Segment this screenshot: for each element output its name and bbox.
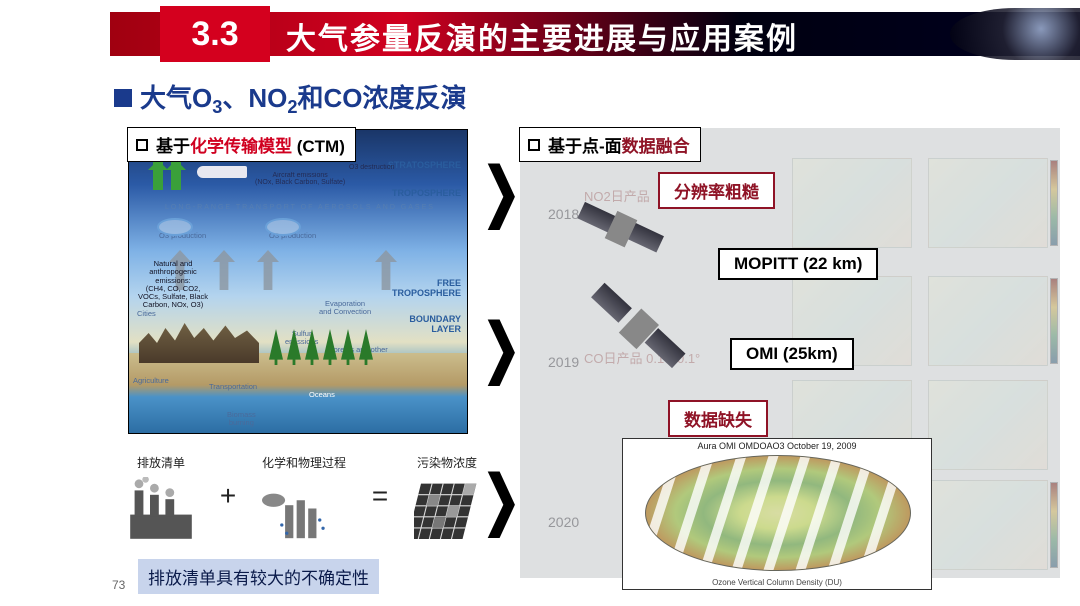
txt-biomass: Biomass burning — [227, 411, 256, 428]
left-panel: 基于化学传输模型 (CTM) STRATOSPHERE TROPOSPHERE … — [128, 128, 468, 434]
year-2019: 2019 — [548, 354, 579, 370]
page-number: 73 — [112, 578, 125, 592]
colorbar-icon — [1050, 482, 1058, 568]
box-mopitt: MOPITT (22 km) — [718, 248, 878, 280]
txt-cities: Cities — [137, 310, 156, 318]
trees-icon — [269, 325, 389, 365]
circ-icon — [265, 218, 301, 236]
chevron-right-icon: ❯ — [482, 153, 521, 229]
colorbar-icon — [1050, 278, 1058, 364]
layer-boundary: BOUNDARY LAYER — [409, 314, 461, 334]
bg-map-icon — [928, 276, 1048, 366]
arrow-up-icon — [171, 160, 181, 190]
layer-stratosphere: STRATOSPHERE — [388, 160, 461, 170]
ctm-diagram: STRATOSPHERE TROPOSPHERE FREE TROPOSPHER… — [128, 129, 468, 434]
globe-icon — [645, 455, 911, 571]
layer-troposphere: TROPOSPHERE — [392, 188, 461, 198]
formula-process: 化学和物理过程 — [262, 454, 346, 539]
subtitle: 大气O3、NO2和CO浓度反演 — [114, 78, 467, 118]
bullet-icon — [114, 89, 132, 107]
right-panel: 基于点-面数据融合 2018 2019 2020 NO2日产品 CO日产品 0.… — [520, 128, 1060, 578]
checkbox-icon — [136, 139, 148, 151]
satellite-icon — [578, 197, 665, 260]
year-2018: 2018 — [548, 206, 579, 222]
airplane-icon — [197, 166, 247, 178]
concentration-label: 污染物浓度 — [414, 454, 480, 471]
process-label: 化学和物理过程 — [262, 454, 346, 471]
txt-natural: Natural and anthropogenic emissions: (CH… — [133, 260, 213, 310]
formula-concentration: 污染物浓度 — [414, 454, 480, 539]
txt-agri: Agriculture — [133, 377, 169, 385]
emission-label: 排放清单 — [128, 454, 194, 471]
ground-icon — [129, 353, 467, 433]
omi-globe-figure: Aura OMI OMDOAO3 October 19, 2009 Ozone … — [622, 438, 932, 590]
city-icon — [139, 313, 259, 363]
txt-longrange: LONG-RANGE TRANSPORT OF AEROSOLS AND GAS… — [165, 204, 435, 211]
arrow-up-icon — [153, 160, 163, 190]
txt-evap: Evaporation and Convection — [319, 300, 371, 317]
formula-row: 排放清单 + 化学和物理过程 = 污染物浓度 — [128, 446, 480, 546]
section-number: 3.3 — [191, 15, 238, 54]
plus-icon: + — [220, 480, 236, 512]
bg-map-icon — [792, 158, 912, 248]
left-panel-header: 基于化学传输模型 (CTM) — [127, 127, 356, 162]
grid-icon — [414, 477, 480, 539]
process-icon — [262, 477, 328, 539]
formula-emission: 排放清单 — [128, 454, 194, 539]
omi-caption: Aura OMI OMDOAO3 October 19, 2009 — [623, 441, 931, 451]
txt-aircraft: Aircraft emissions (NOx, Black Carbon, S… — [255, 172, 345, 186]
grey-arrow-icon — [213, 250, 235, 290]
box-omi: OMI (25km) — [730, 338, 854, 370]
header-title: 大气参量反演的主要进展与应用案例 — [286, 14, 798, 58]
section-badge: 3.3 — [160, 6, 270, 62]
omi-footer: Ozone Vertical Column Density (DU) — [623, 578, 931, 587]
circ-icon — [157, 218, 193, 236]
grey-arrow-icon — [257, 250, 279, 290]
txt-o3destr: O3 destruction — [349, 164, 395, 171]
equals-icon: = — [372, 480, 388, 512]
box-resolution: 分辨率粗糙 — [658, 172, 775, 209]
txt-oceans: Oceans — [309, 391, 335, 399]
bg-map-icon — [928, 158, 1048, 248]
bg-map-icon — [928, 480, 1048, 570]
bg-map-icon — [928, 380, 1048, 470]
txt-transport: Transportation — [209, 383, 257, 391]
box-missing: 数据缺失 — [668, 400, 768, 437]
layer-free-trop: FREE TROPOSPHERE — [392, 278, 461, 298]
chevron-right-icon: ❯ — [482, 461, 521, 537]
footer-note: 排放清单具有较大的不确定性 — [138, 559, 379, 594]
subtitle-text: 大气O3、NO2和CO浓度反演 — [140, 78, 467, 118]
year-2020: 2020 — [548, 514, 579, 530]
chevron-right-icon: ❯ — [482, 309, 521, 385]
colorbar-icon — [1050, 160, 1058, 246]
checkbox-icon — [528, 139, 540, 151]
header-space-art — [950, 8, 1080, 60]
factory-icon — [128, 477, 194, 539]
right-panel-header: 基于点-面数据融合 — [519, 127, 701, 162]
